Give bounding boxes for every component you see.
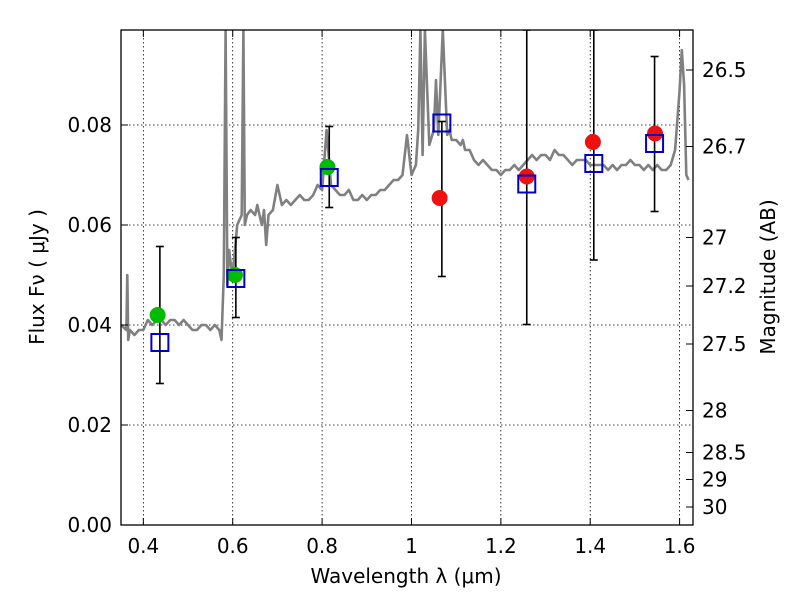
- right-tick-label: 30: [702, 495, 727, 519]
- right-tick-label: 27.2: [702, 274, 747, 298]
- right-tick-label: 27.5: [702, 332, 747, 356]
- grid-lines: [121, 30, 693, 525]
- right-axis-ticks: 26.5 26.7 27 27.2 27.5 28 28.5 29 30: [686, 58, 747, 519]
- green-data-point: [319, 159, 336, 175]
- right-tick-label: 27: [702, 226, 727, 250]
- model-square-marker: [319, 168, 339, 187]
- model-square-marker: [226, 269, 246, 288]
- x-axis-label: Wavelength λ (μm): [310, 564, 501, 588]
- x-tick-label: 0.6: [217, 534, 249, 558]
- red-data-point: [431, 190, 448, 206]
- x-tick-label: 0.4: [127, 534, 159, 558]
- red-data-point: [584, 134, 601, 150]
- green-data-point: [149, 307, 166, 323]
- x-tick-label: 1.6: [664, 534, 696, 558]
- y-tick-label: 0.06: [67, 213, 112, 237]
- right-tick-label: 26.5: [702, 58, 747, 82]
- model-square-marker: [150, 333, 170, 352]
- right-tick-label: 26.7: [702, 135, 747, 159]
- model-square-marker: [517, 174, 537, 194]
- spectrum-line: [121, 30, 690, 342]
- x-tick-label: 0.8: [306, 534, 338, 558]
- y-axis-ticks: 0.00 0.02 0.04 0.06 0.08: [67, 113, 128, 537]
- model-square-marker: [432, 113, 452, 133]
- plot-frame: [120, 29, 694, 526]
- y-axis-label: Flux Fν ( μJy ): [25, 209, 49, 345]
- x-tick-label: 1.2: [485, 534, 517, 558]
- right-axis-label: Magnitude (AB): [756, 199, 780, 354]
- model-square-marker: [645, 134, 665, 153]
- y-tick-label: 0.08: [67, 113, 112, 137]
- right-tick-label: 28.5: [702, 441, 747, 465]
- model-square-marker: [584, 154, 604, 173]
- y-tick-label: 0.02: [67, 413, 112, 437]
- right-tick-label: 29: [702, 468, 727, 492]
- x-tick-label: 1.4: [574, 534, 606, 558]
- right-tick-label: 28: [702, 399, 727, 423]
- x-axis-ticks: 0.4 0.6 0.8 1 1.2 1.4 1.6: [127, 30, 696, 558]
- plot-area: [121, 30, 690, 385]
- x-tick-label: 1: [405, 534, 418, 558]
- red-data-point: [647, 125, 664, 142]
- y-tick-label: 0.04: [67, 313, 112, 337]
- y-tick-label: 0.00: [67, 513, 112, 537]
